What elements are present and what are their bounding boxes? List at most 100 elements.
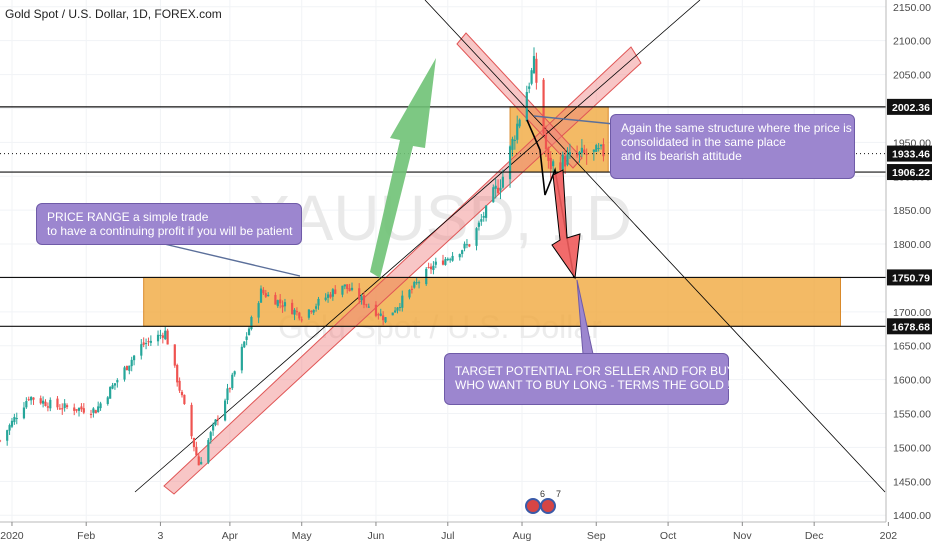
candle-body[interactable] xyxy=(243,341,246,348)
candle-body[interactable] xyxy=(264,293,267,297)
candle-body[interactable] xyxy=(166,330,169,345)
candle-body[interactable] xyxy=(559,162,562,171)
candle-body[interactable] xyxy=(367,306,370,308)
candle-body[interactable] xyxy=(61,408,64,410)
candle-body[interactable] xyxy=(130,359,133,367)
candle-body[interactable] xyxy=(362,295,366,305)
candle-body[interactable] xyxy=(485,205,488,218)
candle-body[interactable] xyxy=(374,304,378,316)
candle-body[interactable] xyxy=(291,302,294,315)
candle-body[interactable] xyxy=(384,317,387,323)
candle-body[interactable] xyxy=(6,430,9,441)
candle-body[interactable] xyxy=(475,228,478,246)
candle-body[interactable] xyxy=(132,355,136,361)
candle-body[interactable] xyxy=(535,58,538,83)
candle-body[interactable] xyxy=(516,123,519,140)
candle-body[interactable] xyxy=(63,403,66,408)
candle-body[interactable] xyxy=(164,330,167,340)
candle-body[interactable] xyxy=(530,70,533,84)
candle-body[interactable] xyxy=(417,282,421,284)
candle-body[interactable] xyxy=(281,305,284,308)
candle-body[interactable] xyxy=(568,152,572,155)
candle-body[interactable] xyxy=(245,336,248,340)
candle-body[interactable] xyxy=(192,437,196,448)
candle-body[interactable] xyxy=(159,334,162,336)
candle-body[interactable] xyxy=(434,261,437,265)
lower-diagonal-line[interactable] xyxy=(134,0,701,493)
candle-body[interactable] xyxy=(429,266,433,270)
candle-body[interactable] xyxy=(307,309,311,318)
candle-body[interactable] xyxy=(44,401,47,406)
candle-body[interactable] xyxy=(346,284,349,290)
candle-body[interactable] xyxy=(144,343,148,345)
candle-body[interactable] xyxy=(178,380,181,391)
candle-body[interactable] xyxy=(80,406,83,410)
candle-body[interactable] xyxy=(13,416,16,423)
candle-body[interactable] xyxy=(465,244,469,246)
candle-body[interactable] xyxy=(334,289,337,294)
candle-body[interactable] xyxy=(410,288,413,290)
candle-body[interactable] xyxy=(458,254,461,258)
candle-body[interactable] xyxy=(348,288,351,292)
candle-body[interactable] xyxy=(156,334,160,342)
candle-body[interactable] xyxy=(552,161,555,167)
candle-body[interactable] xyxy=(317,298,320,306)
candle-body[interactable] xyxy=(578,152,581,155)
candle-body[interactable] xyxy=(46,406,49,408)
candle-body[interactable] xyxy=(214,419,217,426)
candle-body[interactable] xyxy=(283,302,287,307)
candle-body[interactable] xyxy=(396,307,399,311)
candle-body[interactable] xyxy=(408,289,411,298)
candle-body[interactable] xyxy=(549,157,552,170)
candle-body[interactable] xyxy=(461,250,464,255)
time-axis-panel[interactable] xyxy=(0,522,886,550)
candle-body[interactable] xyxy=(468,244,471,247)
us-flag-icon[interactable] xyxy=(525,498,541,514)
candle-body[interactable] xyxy=(73,407,76,411)
candle-body[interactable] xyxy=(94,410,97,414)
candle-body[interactable] xyxy=(566,154,569,165)
candle-body[interactable] xyxy=(226,388,229,401)
candle-body[interactable] xyxy=(15,418,18,420)
candle-body[interactable] xyxy=(401,295,404,308)
candle-body[interactable] xyxy=(267,294,270,297)
candle-body[interactable] xyxy=(547,147,550,161)
candle-body[interactable] xyxy=(109,387,112,399)
price-range-callout[interactable]: PRICE RANGE a simple trade to have a con… xyxy=(36,203,302,245)
candle-body[interactable] xyxy=(324,297,327,300)
candle-body[interactable] xyxy=(293,309,296,315)
candle-body[interactable] xyxy=(25,401,28,408)
candle-body[interactable] xyxy=(382,315,385,321)
candle-body[interactable] xyxy=(310,310,313,313)
upper-diagonal-line[interactable] xyxy=(424,0,886,493)
candle-body[interactable] xyxy=(492,187,495,203)
candle-body[interactable] xyxy=(30,396,33,401)
candle-body[interactable] xyxy=(518,119,521,127)
candle-body[interactable] xyxy=(247,328,251,336)
candle-body[interactable] xyxy=(65,405,69,408)
candle-body[interactable] xyxy=(39,398,42,404)
candle-body[interactable] xyxy=(312,309,315,313)
candle-body[interactable] xyxy=(257,303,260,318)
candle-body[interactable] xyxy=(106,397,109,404)
candle-body[interactable] xyxy=(113,383,117,386)
rising-channel-band[interactable] xyxy=(163,46,642,495)
candle-body[interactable] xyxy=(27,399,30,401)
candle-body[interactable] xyxy=(173,344,176,366)
candle-body[interactable] xyxy=(274,294,277,305)
candle-body[interactable] xyxy=(477,222,481,227)
candle-body[interactable] xyxy=(329,294,332,298)
candle-body[interactable] xyxy=(128,365,131,371)
candle-body[interactable] xyxy=(398,307,401,309)
candle-body[interactable] xyxy=(10,420,14,427)
candle-body[interactable] xyxy=(0,440,2,442)
candle-body[interactable] xyxy=(142,342,145,345)
candle-body[interactable] xyxy=(92,408,95,413)
candle-body[interactable] xyxy=(331,289,334,297)
candle-body[interactable] xyxy=(575,154,579,156)
candle-body[interactable] xyxy=(360,296,363,301)
candle-body[interactable] xyxy=(451,255,454,261)
candle-body[interactable] xyxy=(32,397,35,400)
candle-body[interactable] xyxy=(532,56,536,74)
candle-body[interactable] xyxy=(432,265,435,271)
